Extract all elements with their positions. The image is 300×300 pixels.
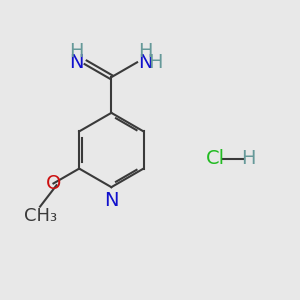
Text: H: H (241, 149, 255, 168)
Text: H: H (69, 41, 83, 61)
Text: Cl: Cl (206, 149, 225, 168)
Text: N: N (69, 53, 83, 72)
Text: O: O (46, 174, 61, 193)
Text: H: H (148, 53, 163, 72)
Text: CH₃: CH₃ (23, 207, 57, 225)
Text: N: N (139, 53, 153, 72)
Text: H: H (139, 41, 153, 61)
Text: N: N (104, 191, 118, 210)
